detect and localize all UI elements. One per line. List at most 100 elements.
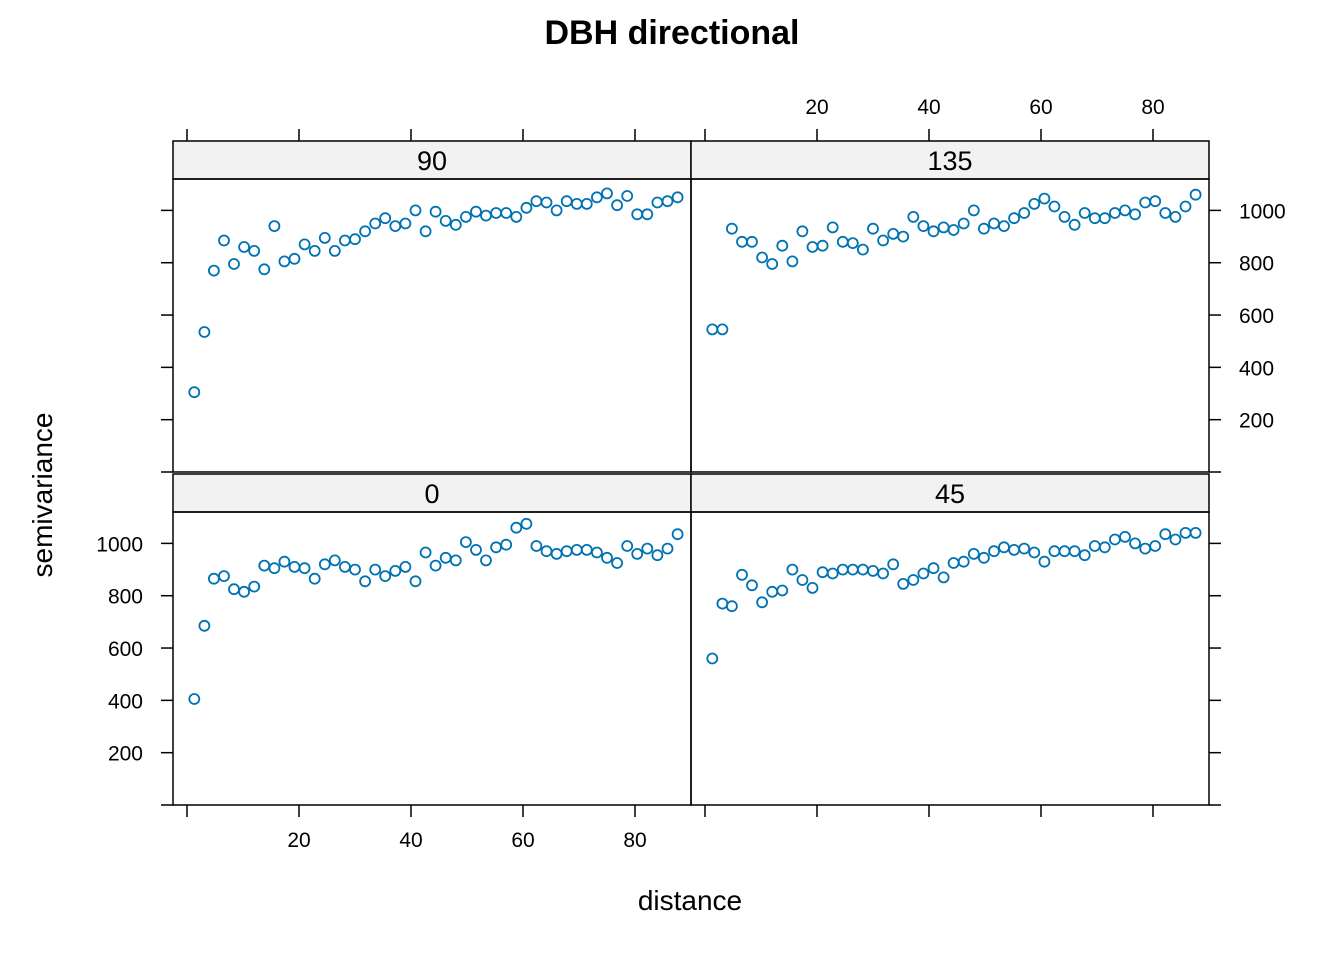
panel-frames: 90 135 0 45 [172,140,1210,806]
panel-90-point [349,233,361,246]
panel-90-plot-area [172,178,692,473]
x-tick-label-bottom: 40 [399,829,422,852]
panel-45-point [736,568,748,581]
panel-45-point [877,567,889,580]
panel-0-point [550,548,563,560]
panel-0-point [520,517,533,530]
panel-135-point [978,222,990,235]
panel-0-point [278,555,291,568]
panel-135-point [1179,200,1192,213]
panel-45-point [897,578,910,590]
panel-90-point [621,190,634,202]
x-tick-label-top: 20 [805,96,828,119]
panel-90-point [490,207,503,219]
panel-45-point [1048,545,1061,558]
panel-0-point [429,559,442,572]
panel-90-point [560,195,573,208]
panel-135-point [736,235,748,248]
panel-135-point [726,222,738,235]
panel-0-point [248,580,261,593]
panel-45-point [1038,555,1051,568]
panel-90-point [188,386,201,399]
panel-135-plot-area [690,178,1210,473]
panel-0-point [318,558,331,571]
panel-90-point [389,220,402,233]
panel-135-point [877,234,889,247]
panel-45-point [1018,542,1031,555]
panel-135-point [836,235,849,248]
panel-135-point [1149,195,1162,208]
panel-90-point [288,252,301,265]
panel-135-point [1129,208,1141,221]
axes: 20 20 40 40 60 60 80 80 200 200 400 400 600 600 800 800… [96,96,1285,852]
panel-90-point [419,225,432,238]
panel-135-point [786,255,799,268]
panel-45-point [796,574,809,586]
x-tick-label-top: 80 [1141,96,1164,119]
panel-0-point [601,551,613,564]
panel-135-point [907,210,920,223]
panel-0-point [359,575,372,588]
y-tick-label-right: 800 [1239,253,1274,276]
panel-45-point [1159,528,1172,541]
panel-45-point [978,551,990,564]
panel-0-point [570,544,583,556]
panel-0-point [530,540,543,552]
panel-45-point [1189,527,1202,539]
panel-45-point [927,562,940,575]
panel-45-point [836,563,849,576]
panel-90-point [641,208,654,221]
panel-45-point [907,574,920,586]
panel-135-point [706,323,719,336]
panel-135-point [1048,200,1061,213]
panel-135-point [826,221,839,234]
panel-45-point [1179,527,1192,539]
panel-135-point [867,222,879,235]
panel-45-point [786,563,799,576]
panel-0-point [449,554,462,567]
panel-90-point [308,244,321,257]
panel-45-point [947,557,960,569]
panel-45-point [846,563,859,576]
panel-90-point [268,220,281,233]
panel-0-point [510,521,523,534]
panel-90-point [570,197,583,210]
panel-90-point [661,195,674,208]
panel-0-point [500,538,513,551]
panel-90-point [439,214,452,227]
panel-45-point [746,579,758,592]
panel-90-point [449,218,462,231]
panel-135-point [1058,210,1071,223]
panel-0-point [621,540,634,552]
panel-90-point [409,204,422,217]
panel-135-point [1078,207,1091,219]
panel-45-point [957,555,970,568]
panel-0-point [188,693,201,705]
panel-135-strip [690,140,1210,180]
panel-135-point [1109,207,1121,219]
panel-0-point [399,561,412,573]
panel-90-point [248,244,261,257]
panel-45-point [1098,541,1111,554]
panel-90-point [510,210,523,223]
panel-0-point [480,554,492,567]
panel-90-point [611,199,623,212]
panel-0-point [409,575,422,588]
panel-0-point [591,546,603,559]
panel-45-point [1028,546,1041,559]
chart-title: DBH directional [544,14,799,52]
panel-45-point [766,585,779,598]
panel-0-point [459,536,472,548]
panel-90-point [318,231,331,244]
panel-135-point [947,224,960,236]
panel-90-point [480,209,492,222]
panel-0-point [298,562,311,575]
panel-90-point [278,255,291,268]
y-tick-label-left: 200 [108,743,143,766]
panel-0-point [661,542,674,555]
panel-0-strip-label: 0 [424,479,439,509]
panel-90-strip-label: 90 [417,146,447,176]
panel-135-point [1088,212,1101,225]
panel-0-point [641,542,654,555]
